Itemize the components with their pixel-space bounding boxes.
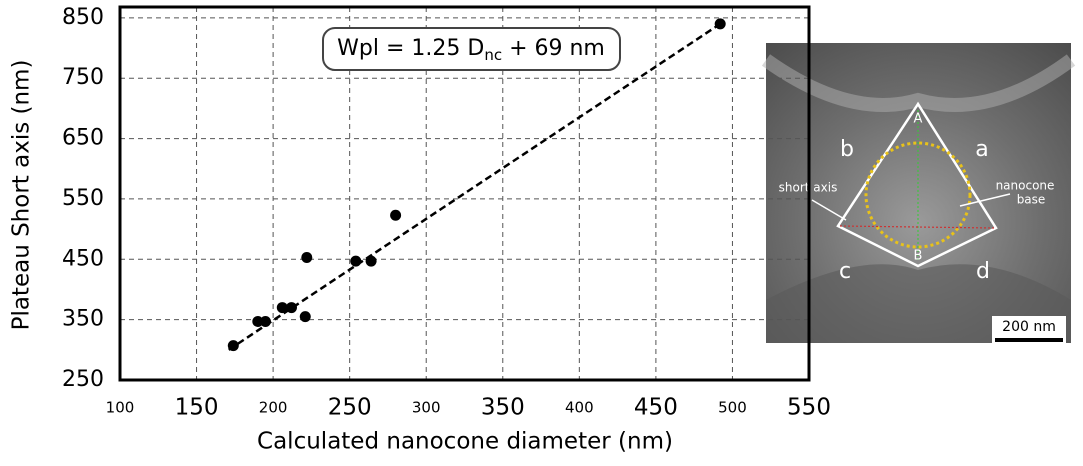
label: c (839, 259, 851, 284)
scale-bar (995, 338, 1063, 342)
plot-frame (118, 5, 811, 382)
y-tick-label: 450 (62, 246, 104, 271)
y-tick-label: 350 (62, 307, 104, 332)
x-tick-label: 150 (175, 395, 219, 421)
x-tick-label: 550 (787, 395, 831, 421)
x-tick-label: 200 (259, 399, 288, 417)
annotation-text: Wpl = 1.25 D (337, 36, 484, 61)
inscribed-circle (864, 141, 972, 249)
nanocone-outline (836, 101, 998, 268)
arrow (811, 199, 847, 221)
x-tick-label: 450 (634, 395, 678, 421)
point (350, 255, 362, 267)
point (276, 302, 288, 314)
y-tick-label: 650 (62, 126, 104, 151)
label: A (914, 112, 923, 127)
x-tick-label: 350 (481, 395, 525, 421)
point (252, 315, 264, 327)
label: B (914, 249, 923, 264)
y-axis-title: Plateau Short axis (nm) (9, 60, 35, 331)
y-tick-label: 850 (62, 5, 104, 30)
annotation-text: + 69 nm (502, 36, 605, 61)
label: a (975, 137, 988, 162)
fit-line (228, 22, 721, 351)
x-tick-label: 400 (565, 399, 594, 417)
label: nanocone (996, 179, 1055, 193)
short-axis-line (839, 225, 995, 229)
point (365, 255, 377, 267)
label: d (976, 259, 990, 284)
scale-bar-label: 200 nm (1002, 319, 1056, 335)
y-tick-label: 750 (62, 65, 104, 90)
point (390, 209, 402, 221)
x-tick-label: 250 (328, 395, 372, 421)
point (714, 18, 726, 30)
arrow (959, 193, 1011, 207)
point (285, 302, 297, 314)
annotation-subscript: nc (484, 46, 502, 64)
x-tick-label: 300 (412, 399, 441, 417)
point (259, 315, 271, 327)
annotation: Wpl = 1.25 Dnc + 69 nm (337, 36, 605, 64)
label: b (840, 137, 854, 162)
sem-ridge (761, 54, 1076, 112)
point (301, 251, 313, 263)
y-tick-label: 550 (62, 186, 104, 211)
point (227, 340, 239, 352)
x-tick-label: 500 (718, 399, 747, 417)
label: base (1017, 193, 1046, 207)
annotation-box (322, 27, 621, 71)
sem-image: b a c d A B short axis nanocone base 200… (761, 43, 1076, 343)
x-axis-title: Calculated nanocone diameter (nm) (257, 429, 673, 455)
point (299, 311, 311, 323)
x-tick-label: 100 (106, 399, 135, 417)
y-tick-label: 250 (62, 367, 104, 392)
